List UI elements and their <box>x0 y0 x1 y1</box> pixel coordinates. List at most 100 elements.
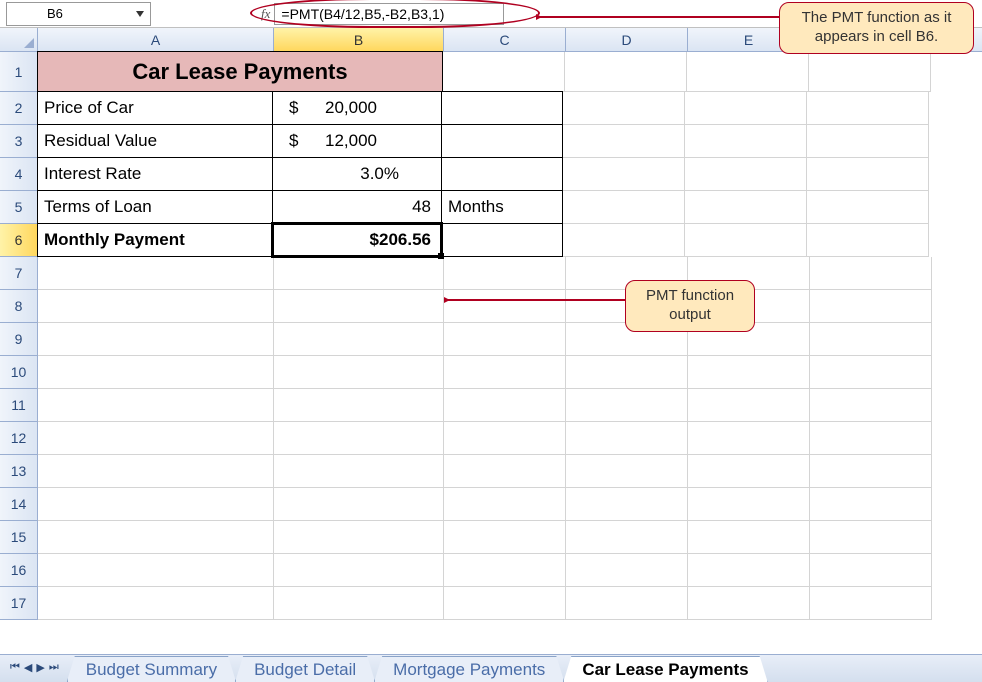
cell[interactable] <box>38 521 274 554</box>
row-header-3[interactable]: 3 <box>0 125 38 158</box>
row-header-14[interactable]: 14 <box>0 488 38 521</box>
cell[interactable] <box>274 554 444 587</box>
row-header-17[interactable]: 17 <box>0 587 38 620</box>
cell[interactable] <box>810 356 932 389</box>
cell[interactable] <box>807 158 929 191</box>
column-header-a[interactable]: A <box>38 28 274 51</box>
cell-payment-value[interactable]: $206.56 <box>272 223 442 257</box>
cell[interactable] <box>444 521 566 554</box>
row-header-2[interactable]: 2 <box>0 92 38 125</box>
cell[interactable] <box>274 455 444 488</box>
cell[interactable] <box>274 587 444 620</box>
cell[interactable] <box>38 455 274 488</box>
cell[interactable] <box>565 52 687 92</box>
cell[interactable] <box>685 224 807 257</box>
row-header-7[interactable]: 7 <box>0 257 38 290</box>
cell[interactable] <box>444 554 566 587</box>
row-header-9[interactable]: 9 <box>0 323 38 356</box>
cell[interactable] <box>563 191 685 224</box>
cell[interactable] <box>444 587 566 620</box>
sheet-tab-car-lease-payments[interactable]: Car Lease Payments <box>563 656 767 682</box>
cell[interactable] <box>563 92 685 125</box>
cell[interactable] <box>566 587 688 620</box>
row-header-11[interactable]: 11 <box>0 389 38 422</box>
cell[interactable] <box>685 125 807 158</box>
cell[interactable] <box>810 389 932 422</box>
cell[interactable] <box>443 52 565 92</box>
cell[interactable] <box>441 223 563 257</box>
cell[interactable] <box>444 488 566 521</box>
cell[interactable] <box>810 587 932 620</box>
cell[interactable] <box>688 356 810 389</box>
cell-terms-unit[interactable]: Months <box>441 190 563 224</box>
cell-payment-label[interactable]: Monthly Payment <box>37 223 273 257</box>
cell[interactable] <box>441 157 563 191</box>
cell[interactable] <box>810 521 932 554</box>
row-header-5[interactable]: 5 <box>0 191 38 224</box>
cell[interactable] <box>810 422 932 455</box>
row-header-1[interactable]: 1 <box>0 52 38 92</box>
cell[interactable] <box>274 389 444 422</box>
name-box[interactable]: B6 <box>6 2 151 26</box>
row-header-4[interactable]: 4 <box>0 158 38 191</box>
cell[interactable] <box>38 323 274 356</box>
cell[interactable] <box>566 422 688 455</box>
column-header-d[interactable]: D <box>566 28 688 51</box>
cell[interactable] <box>274 422 444 455</box>
fx-icon[interactable]: fx <box>261 6 270 22</box>
cell[interactable] <box>688 521 810 554</box>
cell[interactable] <box>274 521 444 554</box>
cell-interest-value[interactable]: 3.0% <box>272 157 442 191</box>
cell[interactable] <box>688 389 810 422</box>
cell[interactable] <box>807 92 929 125</box>
cell[interactable] <box>38 488 274 521</box>
cell[interactable] <box>688 554 810 587</box>
cell[interactable] <box>566 554 688 587</box>
cell[interactable] <box>444 257 566 290</box>
sheet-tab-budget-detail[interactable]: Budget Detail <box>235 656 375 682</box>
cell[interactable] <box>810 323 932 356</box>
cell[interactable] <box>441 124 563 158</box>
cell[interactable] <box>274 488 444 521</box>
cell[interactable] <box>38 587 274 620</box>
row-header-16[interactable]: 16 <box>0 554 38 587</box>
row-header-6[interactable]: 6 <box>0 224 38 257</box>
name-box-dropdown-icon[interactable] <box>136 11 144 17</box>
cell[interactable] <box>444 422 566 455</box>
cell-residual-value[interactable]: $12,000 <box>272 124 442 158</box>
cell[interactable] <box>444 455 566 488</box>
cell[interactable] <box>688 587 810 620</box>
cell[interactable] <box>38 389 274 422</box>
cell[interactable] <box>810 257 932 290</box>
tab-nav-last-icon[interactable]: ⏭ <box>49 661 59 674</box>
cell[interactable] <box>688 422 810 455</box>
cell[interactable] <box>563 125 685 158</box>
cell[interactable] <box>810 554 932 587</box>
cell-price-label[interactable]: Price of Car <box>37 91 273 125</box>
row-header-12[interactable]: 12 <box>0 422 38 455</box>
column-header-b[interactable]: B <box>274 28 444 51</box>
select-all-corner[interactable] <box>0 28 38 51</box>
cell[interactable] <box>274 356 444 389</box>
formula-input[interactable]: =PMT(B4/12,B5,-B2,B3,1) <box>274 3 504 25</box>
cell[interactable] <box>688 488 810 521</box>
cell[interactable] <box>444 389 566 422</box>
cell[interactable] <box>810 455 932 488</box>
cell[interactable] <box>810 488 932 521</box>
cell[interactable] <box>566 488 688 521</box>
cell[interactable] <box>685 92 807 125</box>
row-header-10[interactable]: 10 <box>0 356 38 389</box>
cell[interactable] <box>566 389 688 422</box>
tab-nav-prev-icon[interactable]: ◀ <box>24 661 32 674</box>
cell[interactable] <box>274 323 444 356</box>
cell-terms-label[interactable]: Terms of Loan <box>37 190 273 224</box>
cell-price-value[interactable]: $20,000 <box>272 91 442 125</box>
row-header-13[interactable]: 13 <box>0 455 38 488</box>
sheet-tab-budget-summary[interactable]: Budget Summary <box>67 656 236 682</box>
title-cell[interactable]: Car Lease Payments <box>37 51 443 92</box>
column-header-c[interactable]: C <box>444 28 566 51</box>
row-header-8[interactable]: 8 <box>0 290 38 323</box>
cell[interactable] <box>807 191 929 224</box>
cell[interactable] <box>444 290 566 323</box>
cell[interactable] <box>38 422 274 455</box>
